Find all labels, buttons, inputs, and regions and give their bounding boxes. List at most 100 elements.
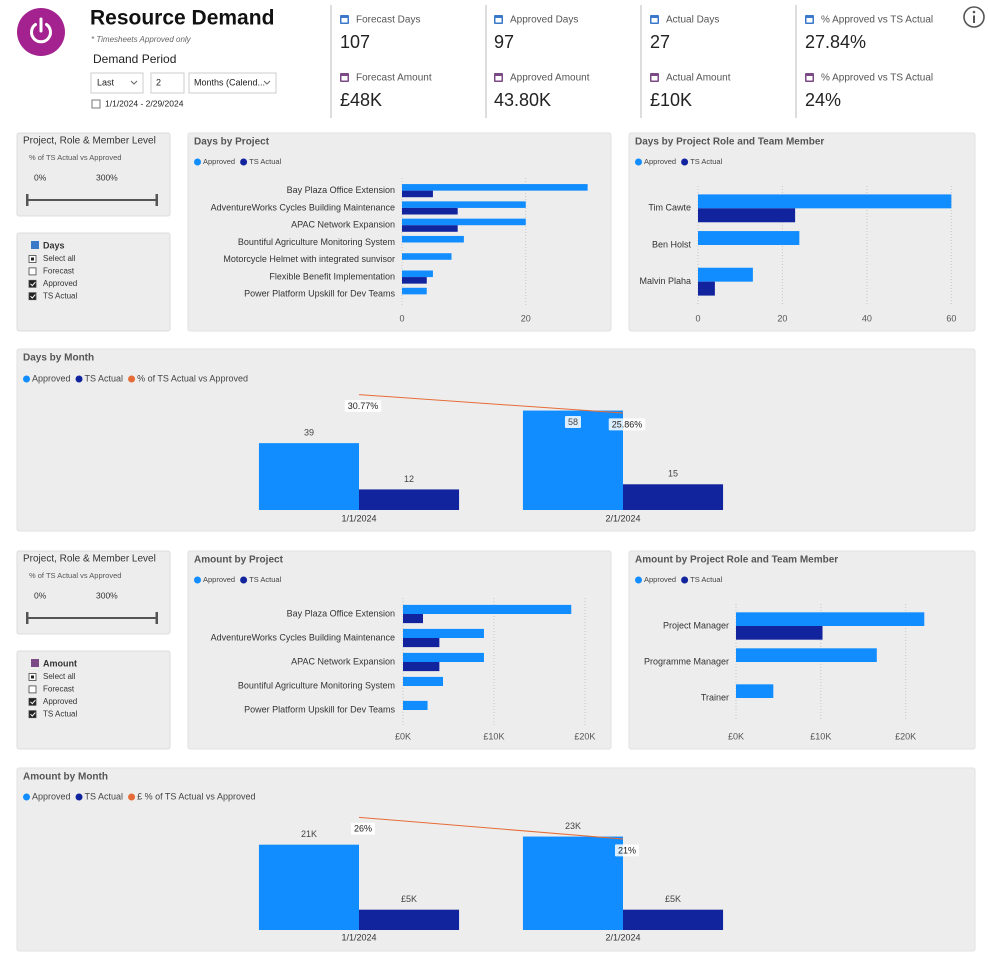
slider-handle[interactable]: [26, 612, 29, 624]
kpi-icon: [806, 18, 813, 23]
chart-title: Amount by Month: [23, 772, 108, 783]
label-box: [564, 415, 581, 428]
legend-marker: [23, 375, 30, 383]
kpi-label: % Approved vs TS Actual: [821, 73, 933, 84]
slider-handle[interactable]: [26, 194, 29, 206]
legend-marker: [635, 576, 642, 584]
slicer-panel: [16, 650, 171, 750]
checkbox[interactable]: [28, 710, 37, 719]
checkbox[interactable]: [28, 267, 37, 276]
data-label: 12: [404, 474, 414, 484]
slider-handle[interactable]: [155, 194, 159, 206]
label-box: [614, 844, 640, 857]
legend-marker: [194, 576, 201, 584]
period-unit-dropdown[interactable]: [90, 72, 144, 94]
slicer-subtitle: % of TS Actual vs Approved: [29, 153, 121, 162]
info-icon[interactable]: [963, 6, 985, 28]
kpi-value: 27: [650, 32, 670, 52]
checkbox[interactable]: [28, 697, 37, 706]
slicer-icon: [31, 659, 39, 667]
bar: [402, 184, 588, 191]
period-count-input[interactable]: [150, 72, 185, 94]
category-label: Flexible Benefit Implementation: [269, 271, 395, 281]
chart-title: Amount by Project Role and Team Member: [635, 555, 838, 566]
bar: [698, 194, 952, 209]
legend-label: £ % of TS Actual vs Approved: [137, 791, 255, 801]
kpi-value: 27.84%: [805, 32, 866, 52]
chart-title: Days by Project Role and Team Member: [635, 137, 824, 148]
kpi-icon: [651, 18, 658, 23]
x-tick-label: 20: [777, 313, 787, 323]
chart-panel: [16, 348, 976, 532]
bar: [698, 267, 753, 282]
x-tick-label: 20: [521, 313, 531, 323]
kpi-value: 107: [340, 32, 370, 52]
category-label: Motorcycle Helmet with integrated sunvis…: [223, 254, 395, 264]
x-tick-label: 0: [695, 313, 700, 323]
bar: [403, 614, 424, 624]
kpi-label: Actual Amount: [666, 73, 731, 84]
bar: [402, 253, 452, 260]
kpi-icon: [341, 76, 348, 81]
x-tick-label: 1/1/2024: [341, 932, 376, 942]
legend-label: TS Actual: [690, 157, 722, 166]
x-tick-label: £0K: [395, 731, 411, 741]
line-label: 25.86%: [612, 419, 643, 429]
slicer-title: Amount: [43, 658, 77, 668]
checkmark: [30, 699, 36, 705]
checkmark: [30, 294, 36, 299]
chart-panel: [628, 132, 976, 332]
data-label: £5K: [665, 894, 681, 904]
bar: [736, 684, 774, 698]
kpi-value: £48K: [340, 90, 382, 110]
kpi-value: 43.80K: [494, 90, 551, 110]
checkbox-partial: [31, 675, 34, 679]
period-label: Demand Period: [93, 52, 176, 66]
slider-max: 300%: [96, 172, 118, 182]
slider-min: 0%: [34, 590, 47, 600]
category-label: Malvin Plaha: [639, 276, 691, 286]
line-label: 26%: [354, 824, 372, 834]
legend-label: TS Actual: [85, 791, 124, 801]
chevron: [263, 80, 271, 85]
checkbox-label: Forecast: [43, 685, 75, 694]
slider-handle[interactable]: [155, 612, 159, 624]
bar: [403, 628, 484, 638]
logo-icon: [30, 23, 52, 44]
line-label: 30.77%: [348, 401, 379, 411]
slider-min: 0%: [34, 172, 47, 182]
checkbox[interactable]: [28, 279, 37, 288]
checkbox[interactable]: [28, 685, 37, 694]
checkbox[interactable]: [28, 292, 37, 301]
category-label: Project Manager: [663, 620, 729, 630]
bar: [402, 225, 458, 232]
x-tick-label: £20K: [574, 731, 595, 741]
bar: [402, 277, 427, 284]
kpi-icon: [341, 18, 348, 23]
bar: [623, 484, 724, 510]
kpi-value: £10K: [650, 90, 692, 110]
period-type-dropdown[interactable]: [188, 72, 277, 94]
legend-label: Approved: [32, 373, 71, 383]
line: [358, 816, 624, 840]
checkbox-partial: [31, 257, 34, 261]
bar: [403, 638, 440, 648]
bar: [403, 652, 484, 662]
chart-panel: [16, 767, 976, 952]
kpi-label: Approved Days: [510, 15, 578, 26]
category-label: Trainer: [701, 692, 729, 702]
bar: [698, 208, 796, 223]
x-tick-label: 0: [399, 313, 404, 323]
bar: [403, 700, 428, 710]
chart-panel: [187, 550, 612, 750]
kpi-value: 24%: [805, 90, 841, 110]
chart-panel: [187, 132, 612, 332]
legend-marker: [128, 793, 136, 801]
checkbox-label: Select all: [43, 254, 76, 263]
checkbox-label: Approved: [43, 697, 77, 706]
checkmark: [30, 712, 36, 717]
category-label: Bountiful Agriculture Monitoring System: [238, 680, 395, 690]
category-label: Ben Holst: [652, 239, 692, 249]
legend-label: TS Actual: [85, 373, 124, 383]
slider-max: 300%: [96, 590, 118, 600]
